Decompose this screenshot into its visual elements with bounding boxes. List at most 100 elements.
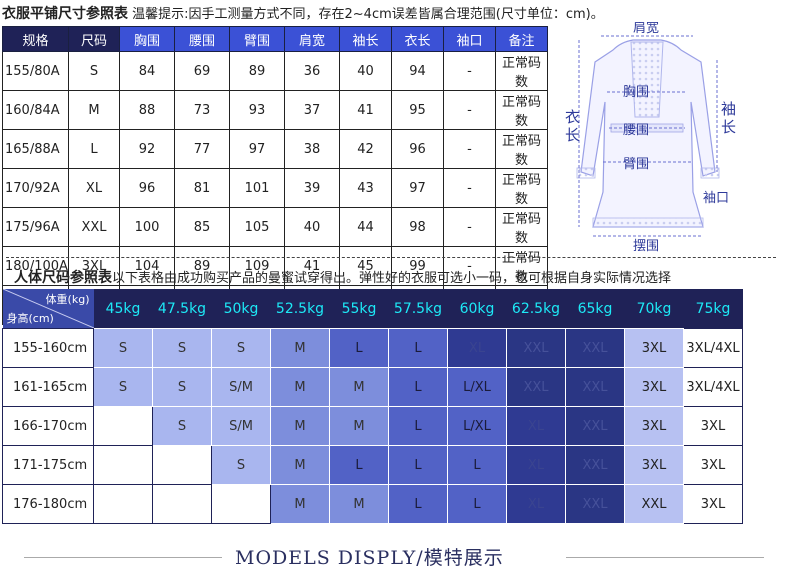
size-cell: 38 — [284, 129, 340, 169]
size-recommendation-cell: M — [270, 445, 330, 485]
size-recommendation-cell: L — [388, 406, 448, 446]
height-row: 161-165cm S S S/M M M L L/XL XXL XXL 3XL 3XL/4XL — [2, 367, 743, 407]
garment-diagram: 肩宽 胸围 腰围 臂围 衣 长 袖 长 袖口 摆围 — [565, 22, 736, 252]
weight-header: 50kg — [211, 289, 271, 329]
size-recommendation-cell: M — [329, 367, 389, 407]
size-cell: 69 — [174, 51, 230, 91]
label-length-1: 衣 — [565, 108, 580, 126]
size-recommendation-cell: M — [270, 406, 330, 446]
size-cell: 104 — [119, 246, 175, 286]
header-arm: 臂围 — [229, 26, 285, 52]
size-recommendation-cell: S — [93, 367, 153, 407]
corner-weight-label: 体重(kg) — [45, 293, 90, 306]
weight-header: 60kg — [447, 289, 507, 329]
size-cell: M — [68, 90, 120, 130]
body-table-title-line: 人体尺码参照表以下表格由成功购买产品的曼蜜试穿得出。弹性好的衣服可选小一码，也可… — [14, 268, 671, 288]
label-sleeve-2: 长 — [721, 118, 736, 136]
size-recommendation-cell: XL — [447, 328, 507, 368]
label-hem: 摆围 — [633, 239, 659, 252]
size-recommendation-cell: S — [152, 406, 212, 446]
height-row: 166-170cm S S/M M M L L/XL XL XXL 3XL 3XL — [2, 406, 743, 446]
size-recommendation-cell: 3XL — [624, 445, 684, 485]
size-cell: 101 — [229, 168, 285, 208]
size-recommendation-cell: XXL — [506, 367, 566, 407]
body-table-note: 以下表格由成功购买产品的曼蜜试穿得出。弹性好的衣服可选小一码，也可根据自身实际情… — [112, 271, 672, 286]
size-row: 170/92A XL 96 81 101 39 43 97- 正常码数 — [2, 168, 548, 208]
size-cell: 正常码数 — [495, 207, 548, 247]
size-cell: 93 — [229, 90, 285, 130]
size-cell: 81 — [174, 168, 230, 208]
size-recommendation-cell: L — [447, 484, 507, 524]
height-label: 161-165cm — [2, 367, 94, 407]
size-cell: 40 — [339, 51, 392, 91]
size-table-header-row: 规格 尺码 胸围 腰围 臂围 肩宽 袖长 衣长 袖口 备注 — [2, 26, 548, 52]
size-cell: 100 — [119, 207, 175, 247]
size-recommendation-cell: XXL — [565, 328, 625, 368]
size-cell: 96 — [119, 168, 175, 208]
size-cell: 73 — [174, 90, 230, 130]
size-recommendation-cell: XXL — [565, 406, 625, 446]
size-recommendation-cell — [93, 406, 153, 446]
size-cell: 92 — [119, 129, 175, 169]
size-cell: 43 — [339, 168, 392, 208]
size-recommendation-cell: L/XL — [447, 406, 507, 446]
label-waist: 腰围 — [623, 123, 649, 138]
garment-size-table: 规格 尺码 胸围 腰围 臂围 肩宽 袖长 衣长 袖口 备注 155/80A S 84… — [2, 26, 548, 325]
size-cell: 40 — [284, 207, 340, 247]
size-cell: 3XL — [68, 246, 120, 286]
height-label: 176-180cm — [2, 484, 94, 524]
size-cell: S — [68, 51, 120, 91]
models-display-heading: MODELS DISPLY/模特展示 — [235, 547, 504, 569]
header-waist: 腰围 — [174, 26, 230, 52]
size-cell: 77 — [174, 129, 230, 169]
size-recommendation-cell: 3XL — [624, 328, 684, 368]
size-recommendation-cell: 3XL — [683, 406, 743, 446]
size-cell: 正常码数 — [495, 90, 548, 130]
height-row: 155-160cm S S S M L L XL XXL XXL 3XL 3XL/4XL — [2, 328, 743, 368]
size-recommendation-cell: XXL — [565, 367, 625, 407]
weight-header: 57.5kg — [388, 289, 448, 329]
size-cell: 85 — [174, 207, 230, 247]
size-recommendation-cell: M — [270, 367, 330, 407]
size-recommendation-cell: 3XL — [624, 367, 684, 407]
size-cell: 正常码数 — [495, 168, 548, 208]
height-label: 171-175cm — [2, 445, 94, 485]
label-chest: 胸围 — [623, 85, 649, 100]
size-cell: 89 — [174, 246, 230, 286]
header-sleeve: 袖长 — [339, 26, 392, 52]
size-cell: 45 — [339, 246, 392, 286]
heading-rule-left — [24, 557, 222, 558]
section-divider — [6, 257, 776, 258]
size-recommendation-cell — [93, 484, 153, 524]
size-recommendation-cell: 3XL/4XL — [683, 367, 743, 407]
size-recommendation-cell: S — [93, 328, 153, 368]
size-cell: 36 — [284, 51, 340, 91]
size-recommendation-cell: S/M — [211, 406, 271, 446]
size-recommendation-cell: M — [329, 406, 389, 446]
weight-header: 45kg — [93, 289, 153, 329]
size-recommendation-cell: L — [329, 328, 389, 368]
size-recommendation-cell: XXL — [506, 328, 566, 368]
left-cuff — [576, 167, 596, 179]
height-row: 176-180cm M M L L XL XXL XXL 3XL — [2, 484, 743, 524]
size-cell: 97 — [229, 129, 285, 169]
size-recommendation-cell: XXL — [565, 445, 625, 485]
size-recommendation-cell: 3XL — [683, 484, 743, 524]
size-recommendation-cell — [93, 445, 153, 485]
size-recommendation-cell: XL — [506, 406, 566, 446]
weight-header: 55kg — [329, 289, 389, 329]
header-remark: 备注 — [495, 26, 548, 52]
size-cell: 39 — [284, 168, 340, 208]
size-recommendation-cell: XL — [506, 484, 566, 524]
weight-header: 47.5kg — [152, 289, 212, 329]
size-cell: 正常码数 — [495, 129, 548, 169]
size-table-title-line: 衣服平铺尺寸参照表 温馨提示:因手工测量方式不同，存在2~4cm误差皆属合理范围… — [2, 4, 604, 24]
size-recommendation-cell: M — [329, 484, 389, 524]
size-recommendation-cell: L — [329, 445, 389, 485]
size-recommendation-cell: XL — [506, 445, 566, 485]
size-row: 180/100A 3XL 104 89 109 41 45 99- 正常码数 — [2, 246, 548, 286]
size-cell: 180/100A — [2, 246, 69, 286]
size-cell: L — [68, 129, 120, 169]
size-recommendation-cell: L — [388, 367, 448, 407]
size-cell: 37 — [284, 90, 340, 130]
